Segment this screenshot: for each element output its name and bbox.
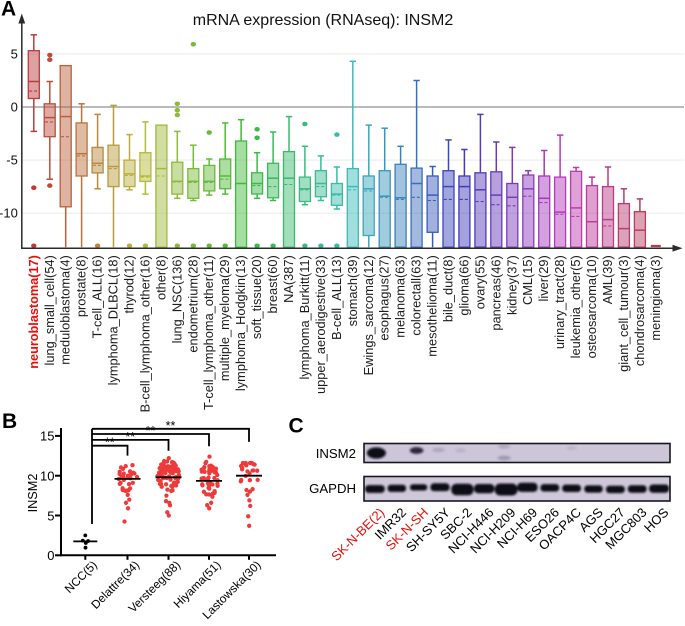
svg-text:kidney(37): kidney(37) — [504, 255, 519, 315]
svg-text:lung_NSC(136): lung_NSC(136) — [169, 255, 184, 343]
svg-text:glioma(66): glioma(66) — [456, 255, 471, 315]
svg-text:melanoma(63): melanoma(63) — [393, 255, 408, 338]
svg-text:pancreas(46): pancreas(46) — [488, 255, 503, 330]
svg-text:leukemia_other(5): leukemia_other(5) — [568, 255, 583, 358]
svg-text:soft_tissue(20): soft_tissue(20) — [249, 255, 264, 339]
svg-text:mesothelioma(11): mesothelioma(11) — [425, 255, 440, 356]
svg-text:0: 0 — [11, 99, 18, 114]
svg-text:thyrod(12): thyrod(12) — [122, 255, 137, 313]
svg-text:breast(60): breast(60) — [265, 255, 280, 313]
svg-text:lymphoma_Burkitt(11): lymphoma_Burkitt(11) — [297, 255, 312, 379]
svg-text:15: 15 — [40, 429, 54, 444]
svg-text:neuroblastoma(17): neuroblastoma(17) — [27, 255, 41, 369]
svg-text:liver(29): liver(29) — [536, 255, 551, 301]
svg-text:colorectall(63): colorectall(63) — [409, 255, 424, 335]
svg-text:stomach(39): stomach(39) — [345, 255, 360, 326]
svg-text:A: A — [1, 0, 16, 21]
svg-text:**: ** — [105, 436, 115, 450]
svg-text:osteosarcoma(10): osteosarcoma(10) — [584, 255, 599, 358]
svg-text:lung_small_cell(54): lung_small_cell(54) — [42, 255, 57, 365]
svg-text:meningioma(3): meningioma(3) — [648, 255, 663, 340]
svg-text:5: 5 — [47, 508, 54, 523]
svg-text:AML(39): AML(39) — [600, 255, 615, 304]
svg-text:**: ** — [166, 419, 176, 433]
svg-text:upper_aerodigestive(33): upper_aerodigestive(33) — [313, 255, 328, 394]
svg-text:10: 10 — [40, 469, 54, 484]
svg-text:5: 5 — [11, 46, 18, 61]
svg-text:chondrosarcoma(4): chondrosarcoma(4) — [632, 255, 647, 366]
svg-text:INSM2: INSM2 — [316, 446, 356, 461]
svg-text:B-cell_lymphoma_other(16): B-cell_lymphoma_other(16) — [137, 255, 152, 412]
svg-text:urinary_tract(28): urinary_tract(28) — [552, 255, 567, 349]
svg-text:0: 0 — [47, 548, 54, 563]
svg-text:-5: -5 — [6, 153, 18, 168]
svg-text:lymphoma_DLBCL(18): lymphoma_DLBCL(18) — [106, 255, 121, 385]
svg-text:GAPDH: GAPDH — [309, 481, 356, 496]
svg-text:endometrium(28): endometrium(28) — [185, 255, 200, 352]
svg-text:B-cell_ALL(13): B-cell_ALL(13) — [329, 255, 344, 340]
svg-text:other(8): other(8) — [153, 255, 168, 300]
svg-text:NA(387): NA(387) — [281, 255, 296, 303]
svg-text:ovary(55): ovary(55) — [472, 255, 487, 309]
svg-text:-10: -10 — [0, 206, 18, 221]
svg-text:meduloblastoma(4): meduloblastoma(4) — [58, 255, 73, 365]
svg-text:B: B — [2, 410, 17, 433]
svg-text:INSM2: INSM2 — [26, 474, 40, 513]
svg-text:T-cell_lymphoma_other(11): T-cell_lymphoma_other(11) — [201, 255, 216, 410]
svg-text:C: C — [289, 415, 304, 438]
svg-text:**: ** — [125, 430, 135, 444]
svg-text:lymphoma_Hodgkin(13): lymphoma_Hodgkin(13) — [233, 255, 248, 391]
svg-text:mRNA expression (RNAseq): INSM: mRNA expression (RNAseq): INSM2 — [193, 12, 454, 29]
svg-text:T-cell_ALL(16): T-cell_ALL(16) — [90, 255, 105, 338]
svg-text:prostate(8): prostate(8) — [74, 255, 89, 317]
svg-text:giant_cell_tumour(3): giant_cell_tumour(3) — [616, 255, 631, 372]
svg-text:bile_duct(8): bile_duct(8) — [441, 255, 456, 322]
svg-text:esophagus(27): esophagus(27) — [377, 255, 392, 340]
svg-text:multiple_myeloma(29): multiple_myeloma(29) — [217, 255, 232, 381]
svg-text:CML(15): CML(15) — [520, 255, 535, 305]
svg-text:Ewings_sarcoma(12): Ewings_sarcoma(12) — [361, 255, 376, 375]
svg-text:**: ** — [146, 424, 156, 438]
